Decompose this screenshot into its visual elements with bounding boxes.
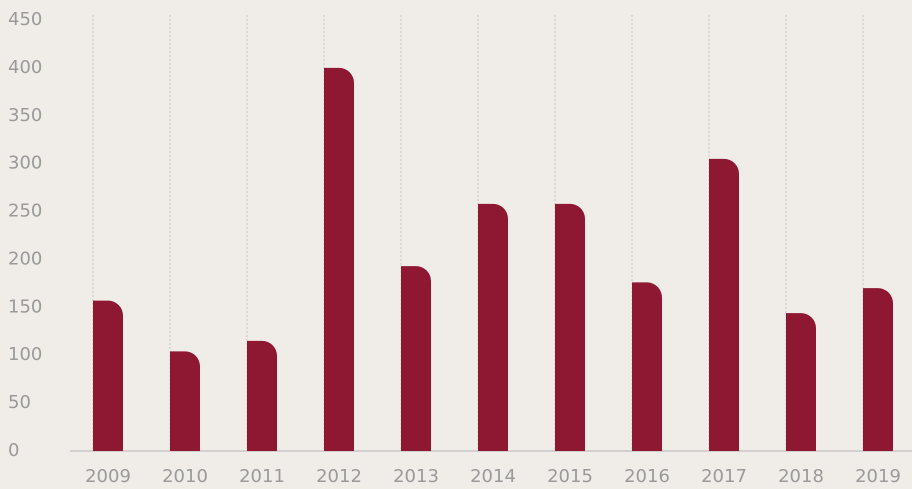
x-tick-label: 2019: [855, 466, 901, 487]
bar: [863, 288, 893, 451]
x-tick-label: 2014: [470, 466, 516, 487]
bar: [401, 266, 431, 451]
y-tick-label: 250: [8, 201, 42, 222]
x-tick-label: 2018: [778, 466, 824, 487]
y-tick-label: 350: [8, 105, 42, 126]
y-tick-label: 0: [8, 440, 19, 461]
x-tick-label: 2011: [239, 466, 285, 487]
x-tick-label: 2016: [624, 466, 670, 487]
y-tick-label: 400: [8, 57, 42, 78]
bar: [786, 313, 816, 451]
bar: [709, 158, 739, 451]
bar: [247, 340, 277, 451]
bar: [170, 351, 200, 451]
bar: [555, 203, 585, 451]
y-tick-label: 300: [8, 153, 42, 174]
x-tick-label: 2013: [393, 466, 439, 487]
bar: [632, 282, 662, 451]
x-tick-label: 2009: [85, 466, 131, 487]
y-tick-label: 50: [8, 392, 31, 413]
y-tick-label: 200: [8, 248, 42, 269]
x-tick-label: 2010: [162, 466, 208, 487]
y-tick-label: 100: [8, 344, 42, 365]
bar: [324, 67, 354, 451]
x-tick-label: 2017: [701, 466, 747, 487]
y-tick-label: 450: [8, 9, 42, 30]
bar: [93, 300, 123, 451]
y-tick-label: 150: [8, 296, 42, 317]
bar: [478, 203, 508, 451]
x-tick-label: 2015: [547, 466, 593, 487]
x-tick-label: 2012: [316, 466, 362, 487]
